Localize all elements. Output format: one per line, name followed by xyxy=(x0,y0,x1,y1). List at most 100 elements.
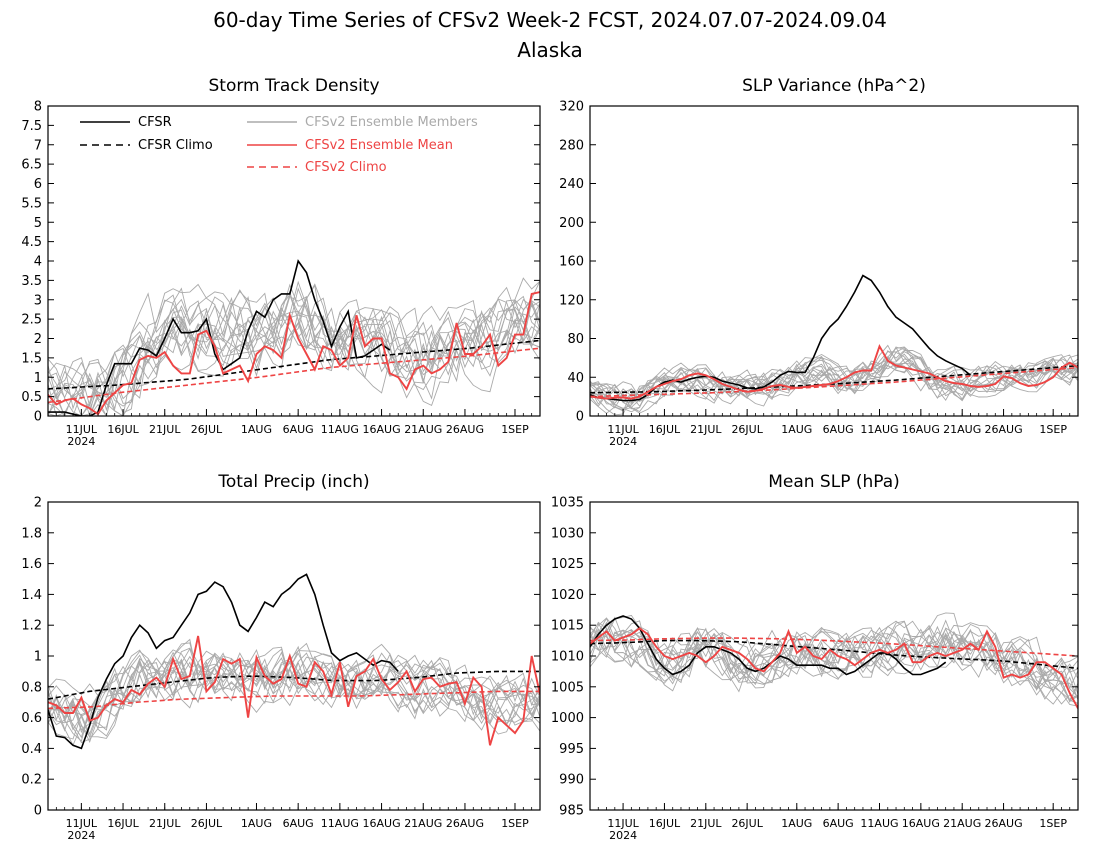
plot-frame xyxy=(47,501,541,811)
y-tick-label: 4.5 xyxy=(21,235,42,250)
y-tick-label: 1005 xyxy=(551,680,584,695)
y-tick-label: 80 xyxy=(567,332,584,347)
panel-total-precip: Total Precip (inch) 0 0.2 0.4 0.6 0.8 1 1.2 1.4 1… xyxy=(21,472,541,842)
y-tick-label: 8 xyxy=(34,100,42,115)
x-tick-label: 21AUG xyxy=(943,817,981,830)
x-tick-label: 16AUG xyxy=(363,423,401,436)
x-tick-label: 1SEP xyxy=(501,423,529,436)
y-tick-label: 6 xyxy=(34,177,42,192)
y-tick-label: 2 xyxy=(34,332,42,347)
y-tick-label: 320 xyxy=(559,100,584,115)
panel-title: Total Precip (inch) xyxy=(217,472,369,492)
y-tick-label: 6.5 xyxy=(21,158,42,173)
cfsv2-ensemble-mean-line xyxy=(48,635,540,746)
x-tick-label: 26JUL xyxy=(191,423,223,436)
panel-title: Mean SLP (hPa) xyxy=(768,472,900,492)
x-tick-label: 26JUL xyxy=(731,423,763,436)
x-tick-label: 26AUG xyxy=(985,423,1023,436)
legend-cfsr-label: CFSR xyxy=(138,115,172,130)
plot-area xyxy=(590,612,1078,709)
y-tick-label: 1 xyxy=(34,650,42,665)
x-tick-label: 11JUL xyxy=(66,423,98,436)
y-tick-label: 7.5 xyxy=(21,119,42,134)
x-tick-label: 16JUL xyxy=(107,423,139,436)
legend-mean-label: CFSv2 Ensemble Mean xyxy=(305,138,453,153)
x-tick-label: 11JUL xyxy=(607,423,639,436)
x-tick-label: 16AUG xyxy=(902,817,940,830)
x-year-label: 2024 xyxy=(67,829,95,842)
y-tick-label: 1.2 xyxy=(21,619,42,634)
x-tick-label: 6AUG xyxy=(283,423,314,436)
plot-area xyxy=(48,259,540,416)
ensemble-member-line xyxy=(48,642,540,731)
x-year-label: 2024 xyxy=(609,829,637,842)
cfsv2-ensemble-mean-line xyxy=(590,344,1078,400)
y-tick-label: 1.5 xyxy=(21,351,42,366)
plot-frame xyxy=(47,105,541,417)
ensemble-member-line xyxy=(48,296,540,399)
x-tick-label: 21AUG xyxy=(404,423,442,436)
cfsv2-ensemble-mean-line xyxy=(590,627,1078,709)
y-tick-label: 0 xyxy=(34,410,42,425)
ensemble-member-line xyxy=(590,617,1078,700)
cfsr-line xyxy=(48,573,399,750)
x-tick-label: 16JUL xyxy=(649,423,681,436)
legend-members-label: CFSv2 Ensemble Members xyxy=(305,115,478,130)
legend-cfsr-climo-label: CFSR Climo xyxy=(138,138,213,153)
x-tick-label: 1AUG xyxy=(241,423,272,436)
ensemble-member-line xyxy=(48,277,540,416)
y-tick-label: 1025 xyxy=(551,557,584,572)
x-tick-label: 1SEP xyxy=(501,817,529,830)
y-tick-label: 5 xyxy=(34,216,42,231)
x-tick-label: 26JUL xyxy=(191,817,223,830)
x-tick-label: 16AUG xyxy=(902,423,940,436)
ensemble-member-line xyxy=(590,620,1078,703)
x-tick-label: 6AUG xyxy=(283,817,314,830)
y-tick-label: 1020 xyxy=(551,588,584,603)
y-tick-label: 1000 xyxy=(551,711,584,726)
x-tick-label: 11AUG xyxy=(860,817,898,830)
cfsr-climo-line xyxy=(590,639,1078,670)
cfsv2-climo-line xyxy=(590,637,1078,657)
plot-area xyxy=(48,573,540,750)
plot-area xyxy=(590,274,1078,416)
x-tick-label: 1AUG xyxy=(781,423,812,436)
y-tick-label: 240 xyxy=(559,177,584,192)
panel-mean-slp: Mean SLP (hPa) 985 990 995 1000 1005 1010 1015 1… xyxy=(551,472,1079,842)
x-tick-label: 21JUL xyxy=(690,817,722,830)
x-tick-label: 1SEP xyxy=(1039,817,1067,830)
y-tick-label: 1010 xyxy=(551,650,584,665)
y-tick-label: 120 xyxy=(559,293,584,308)
x-tick-label: 1AUG xyxy=(241,817,272,830)
x-tick-label: 26AUG xyxy=(446,423,484,436)
panel-storm-track-density: Storm Track Density 0 0.5 1 1.5 2 2.5 3 3.5 4 4.5 5… xyxy=(21,76,541,448)
y-tick-label: 990 xyxy=(559,773,584,788)
x-tick-label: 16JUL xyxy=(107,817,139,830)
x-year-label: 2024 xyxy=(67,435,95,448)
x-tick-label: 11AUG xyxy=(860,423,898,436)
y-tick-label: 0.5 xyxy=(21,390,42,405)
y-tick-label: 200 xyxy=(559,216,584,231)
ensemble-member-line xyxy=(590,614,1078,693)
x-tick-label: 21JUL xyxy=(149,423,181,436)
y-tick-label: 2 xyxy=(34,496,42,511)
x-tick-label: 6AUG xyxy=(823,423,854,436)
ensemble-member-line xyxy=(48,652,540,732)
x-tick-label: 26AUG xyxy=(985,817,1023,830)
y-tick-label: 4 xyxy=(34,255,42,270)
y-tick-label: 280 xyxy=(559,138,584,153)
ensemble-member-line xyxy=(590,621,1078,698)
y-tick-label: 1.6 xyxy=(21,557,42,572)
figure-subtitle: Alaska xyxy=(517,38,582,62)
legend-cfsv2-climo-label: CFSv2 Climo xyxy=(305,160,387,175)
y-tick-label: 5.5 xyxy=(21,196,42,211)
y-tick-label: 0 xyxy=(34,804,42,819)
x-year-label: 2024 xyxy=(609,435,637,448)
cfsv2-climo-line xyxy=(48,347,540,404)
cfsv2-ensemble-mean-line xyxy=(48,291,540,416)
ensemble-member-line xyxy=(48,652,540,744)
ensemble-member-line xyxy=(48,299,540,416)
y-tick-label: 0.8 xyxy=(21,680,42,695)
x-tick-label: 26JUL xyxy=(731,817,763,830)
